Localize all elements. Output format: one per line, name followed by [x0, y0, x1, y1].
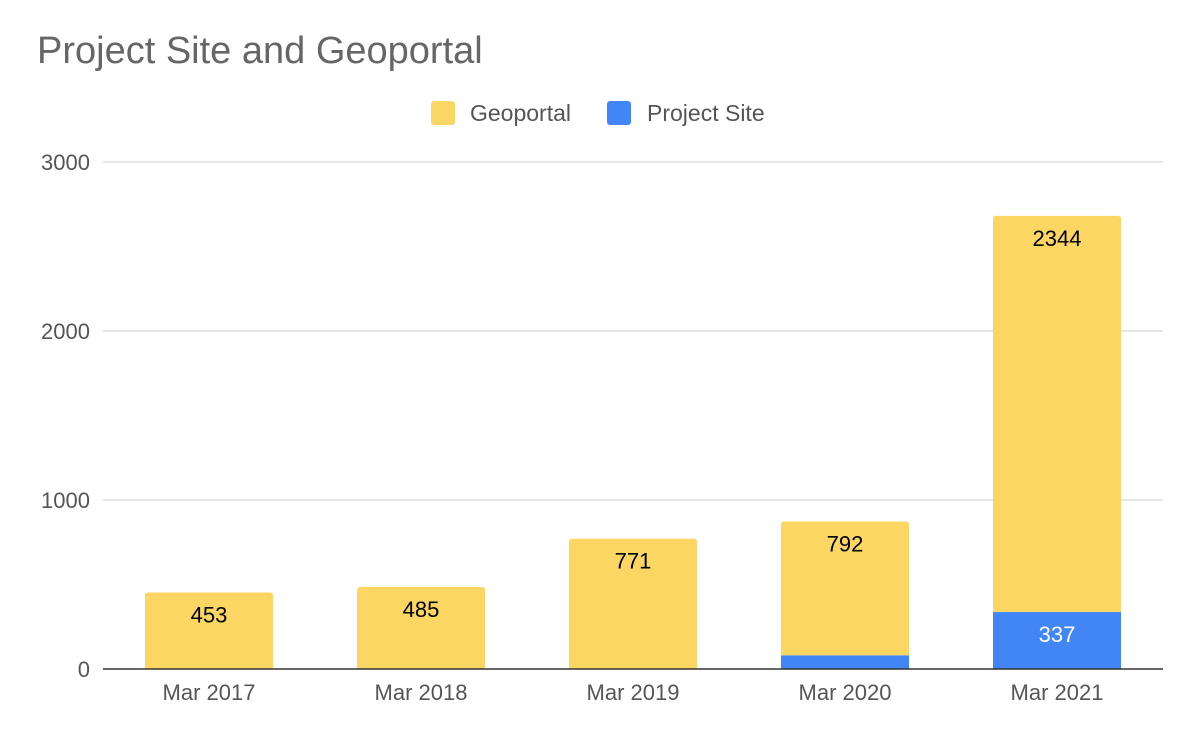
legend-label-project-site: Project Site: [647, 100, 765, 126]
legend-swatch-project-site: [607, 101, 631, 125]
chart-title: Project Site and Geoportal: [37, 30, 483, 72]
legend-label-geoportal: Geoportal: [470, 100, 571, 126]
data-label-geoportal-3: 792: [827, 531, 864, 556]
y-tick-label-1000: 1000: [41, 488, 90, 513]
bar-project-site-3: [781, 655, 909, 669]
data-label-geoportal-2: 771: [615, 549, 652, 574]
bar-geoportal-3: [781, 521, 909, 656]
bar-geoportal-4: [993, 215, 1121, 613]
x-tick-label-3: Mar 2020: [799, 680, 892, 705]
y-tick-label-3000: 3000: [41, 150, 90, 175]
data-label-geoportal-0: 453: [191, 602, 228, 627]
x-tick-label-2: Mar 2019: [587, 680, 680, 705]
data-label-geoportal-4: 2344: [1033, 226, 1082, 251]
bar-geoportal-0: [145, 592, 273, 669]
x-tick-label-4: Mar 2021: [1011, 680, 1104, 705]
x-tick-label-0: Mar 2017: [163, 680, 256, 705]
y-tick-label-0: 0: [78, 657, 90, 682]
data-label-geoportal-1: 485: [403, 597, 440, 622]
bar-geoportal-1: [357, 587, 485, 669]
bar-project-site-4: [993, 612, 1121, 669]
y-tick-label-2000: 2000: [41, 319, 90, 344]
legend-swatch-geoportal: [431, 101, 455, 125]
bar-geoportal-2: [569, 538, 697, 669]
x-tick-label-1: Mar 2018: [375, 680, 468, 705]
data-label-project-site-4: 337: [1039, 622, 1076, 647]
